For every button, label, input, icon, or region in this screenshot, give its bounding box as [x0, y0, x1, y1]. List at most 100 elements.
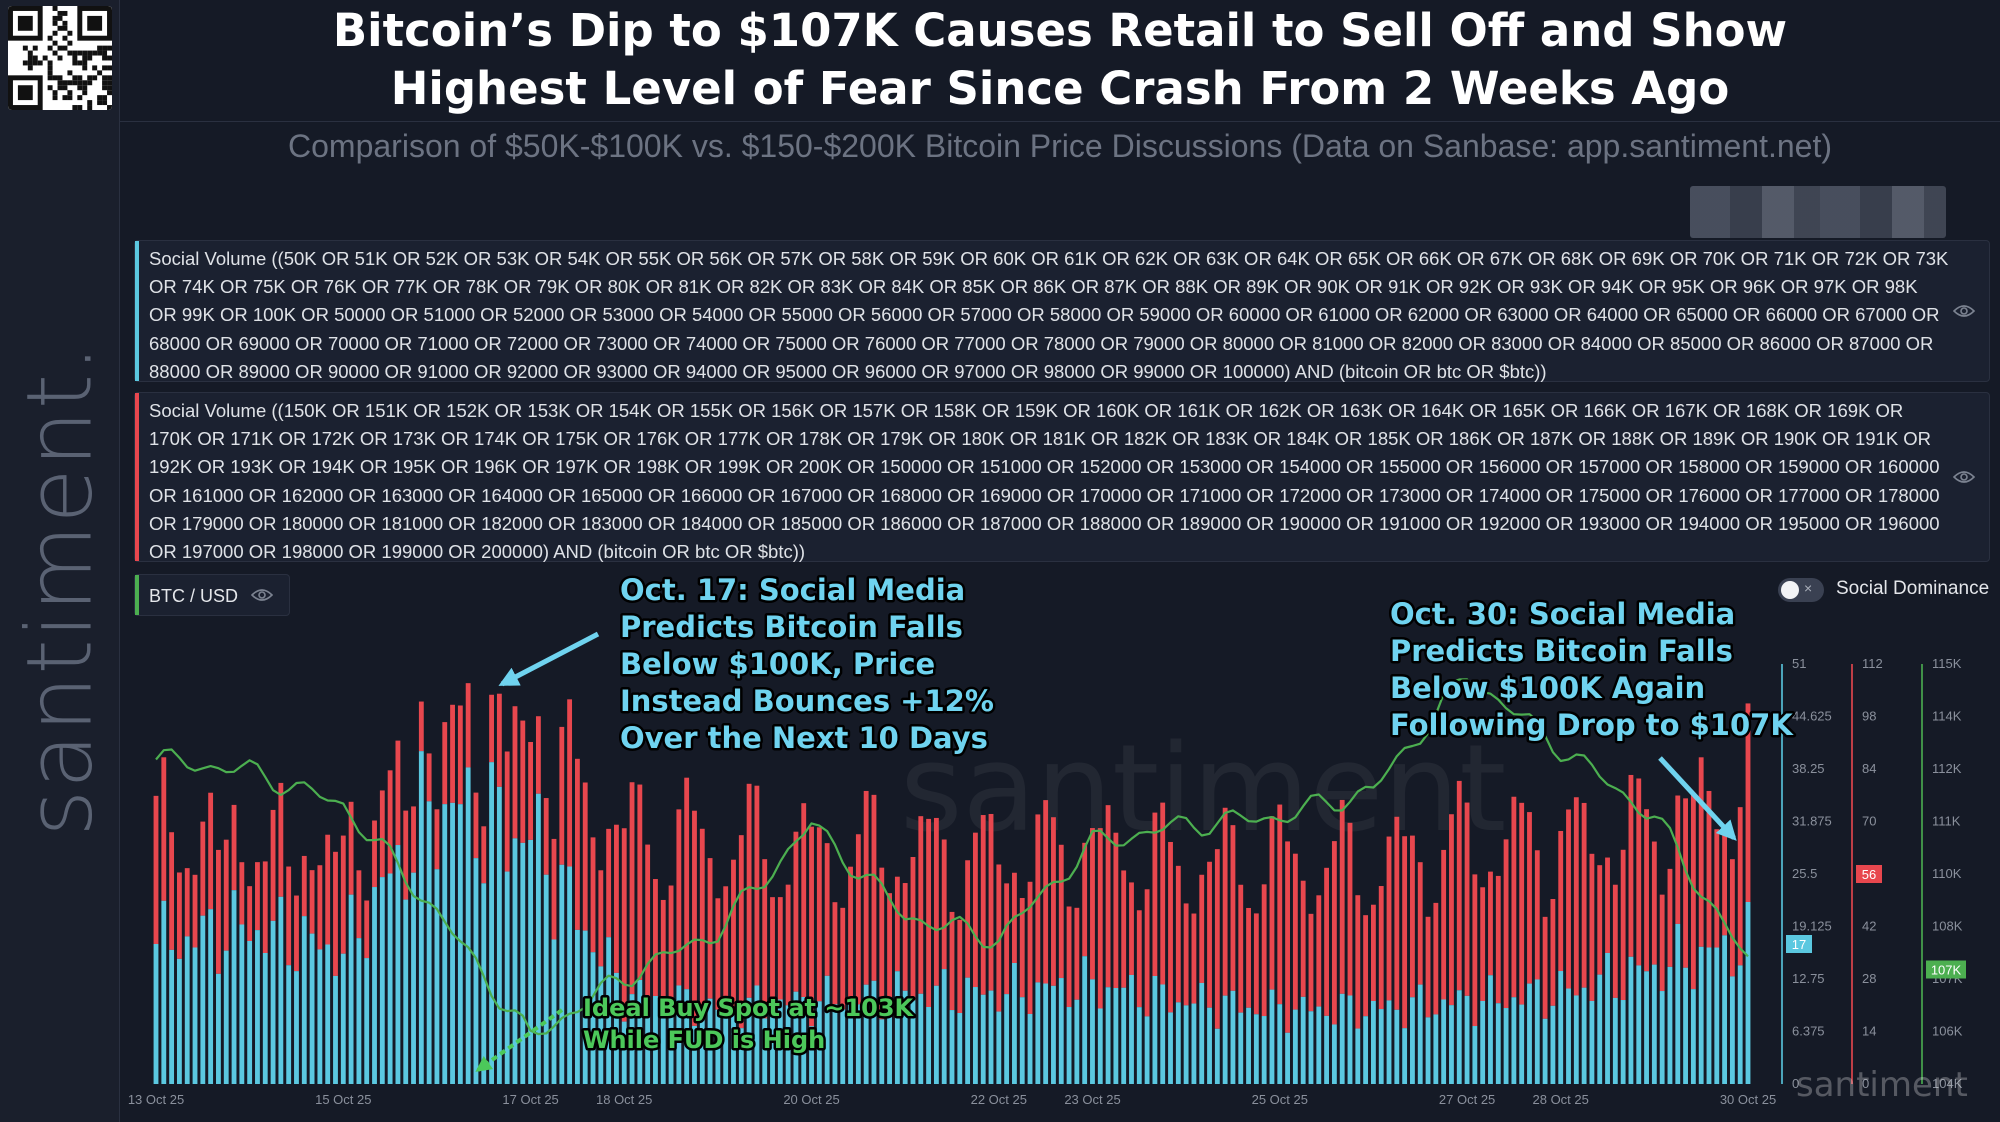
axis-tick-blue: 25.5 [1792, 866, 1817, 881]
bar-150k-200k [699, 828, 705, 1014]
bar-150k-200k [1425, 916, 1431, 1018]
bar-150k-200k [1441, 849, 1447, 1000]
bar-50k-100k [520, 842, 526, 1084]
bar-150k-200k [1175, 865, 1181, 1003]
bar-150k-200k [910, 857, 916, 1001]
bar-50k-100k [169, 949, 175, 1084]
bar-150k-200k [676, 809, 682, 986]
bar-150k-200k [1659, 894, 1665, 992]
bar-50k-100k [270, 920, 276, 1084]
bar-50k-100k [910, 1000, 916, 1084]
bar-50k-100k [1191, 1003, 1197, 1084]
bar-150k-200k [161, 757, 167, 901]
bar-150k-200k [1230, 825, 1236, 991]
bar-150k-200k [489, 694, 494, 763]
bar-50k-100k [1012, 962, 1017, 1084]
bar-150k-200k [824, 843, 830, 976]
axis-tick-blue: 51 [1792, 656, 1806, 671]
bar-150k-200k [1051, 817, 1056, 986]
bar-50k-100k [1605, 952, 1610, 1084]
bar-150k-200k [1097, 828, 1103, 1009]
axis-tick-blue: 31.875 [1792, 814, 1832, 829]
bar-50k-100k [1019, 997, 1025, 1084]
bar-150k-200k [574, 758, 580, 930]
bar-150k-200k [1722, 834, 1728, 936]
bar-150k-200k [918, 816, 924, 994]
bar-50k-100k [1269, 989, 1275, 1084]
bar-150k-200k [645, 844, 651, 1000]
bar-50k-100k [161, 900, 167, 1084]
bar-50k-100k [426, 801, 432, 1084]
bar-150k-200k [1316, 895, 1322, 1007]
bar-150k-200k [871, 794, 877, 981]
bar-50k-100k [489, 762, 494, 1084]
bar-50k-100k [629, 994, 635, 1084]
eye-icon[interactable] [1953, 304, 1975, 318]
bar-50k-100k [262, 953, 268, 1084]
bar-150k-200k [301, 855, 307, 917]
bar-150k-200k [1667, 868, 1673, 967]
bar-150k-200k [809, 826, 814, 1027]
bar-150k-200k [926, 818, 932, 1008]
annotation-text: Ideal Buy Spot at ~103K [583, 994, 915, 1022]
x-tick-label: 25 Oct 25 [1252, 1092, 1308, 1107]
bar-50k-100k [535, 793, 541, 1084]
bar-50k-100k [949, 1010, 955, 1084]
x-tick-label: 15 Oct 25 [315, 1092, 371, 1107]
bar-150k-200k [1207, 861, 1212, 1008]
bar-150k-200k [1277, 804, 1283, 1005]
x-axis-ticks: 13 Oct 25 15 Oct 25 17 Oct 25 18 Oct 25 20 O… [128, 1092, 1776, 1107]
bar-50k-100k [1300, 996, 1306, 1084]
bar-150k-200k [590, 837, 596, 953]
bar-150k-200k [278, 782, 284, 897]
bar-50k-100k [1090, 979, 1095, 1084]
bar-150k-200k [1253, 913, 1259, 1015]
bar-150k-200k [434, 809, 440, 870]
eye-icon[interactable] [1953, 470, 1975, 484]
bar-50k-100k [1058, 978, 1064, 1084]
social-dominance-toggle[interactable]: × [1778, 578, 1824, 602]
bar-150k-200k [1105, 805, 1111, 988]
bar-150k-200k [637, 784, 643, 980]
annotation-text: Oct. 17: Social Media [620, 573, 965, 607]
bar-150k-200k [1620, 849, 1626, 1001]
bar-150k-200k [1261, 884, 1267, 1017]
bar-150k-200k [684, 777, 690, 990]
bar-50k-100k [1363, 1016, 1369, 1084]
bar-50k-100k [496, 786, 502, 1084]
bar-50k-100k [364, 958, 370, 1084]
bar-50k-100k [1464, 995, 1470, 1084]
bar-50k-100k [1004, 994, 1010, 1084]
bar-50k-100k [239, 924, 245, 1084]
bar-50k-100k [1378, 1009, 1384, 1084]
eye-icon[interactable] [251, 588, 273, 602]
bar-50k-100k [1589, 1000, 1595, 1084]
axis-tick-red: 70 [1862, 814, 1876, 829]
bar-150k-200k [1449, 814, 1454, 1006]
bar-50k-100k [1214, 1028, 1220, 1084]
bar-50k-100k [1480, 1000, 1486, 1084]
bar-50k-100k [777, 999, 783, 1084]
x-tick-label: 27 Oct 25 [1439, 1092, 1495, 1107]
bar-150k-200k [1605, 857, 1610, 953]
bar-150k-200k [1066, 906, 1072, 1008]
bar-50k-100k [387, 873, 393, 1084]
bar-50k-100k [372, 887, 377, 1084]
metric-social-volume-50k-100k[interactable]: Social Volume ((50K OR 51K OR 52K OR 53K… [134, 240, 1990, 382]
metric-social-volume-150k-200k[interactable]: Social Volume ((150K OR 151K OR 152K OR … [134, 392, 1990, 562]
bar-50k-100k [504, 871, 510, 1084]
bar-50k-100k [1292, 1009, 1298, 1084]
bar-150k-200k [442, 722, 448, 805]
bar-50k-100k [1558, 971, 1564, 1084]
bar-150k-200k [1581, 802, 1587, 988]
bar-50k-100k [1472, 1026, 1478, 1084]
bar-50k-100k [1620, 1000, 1626, 1084]
bar-50k-100k [645, 999, 651, 1084]
bar-50k-100k [465, 767, 471, 1084]
bar-50k-100k [1503, 1008, 1509, 1084]
axis-tick-red: 112 [1862, 656, 1883, 671]
bar-150k-200k [668, 885, 674, 1018]
bar-50k-100k [1097, 1008, 1103, 1084]
metric-btc-usd[interactable]: BTC / USD [134, 574, 290, 616]
